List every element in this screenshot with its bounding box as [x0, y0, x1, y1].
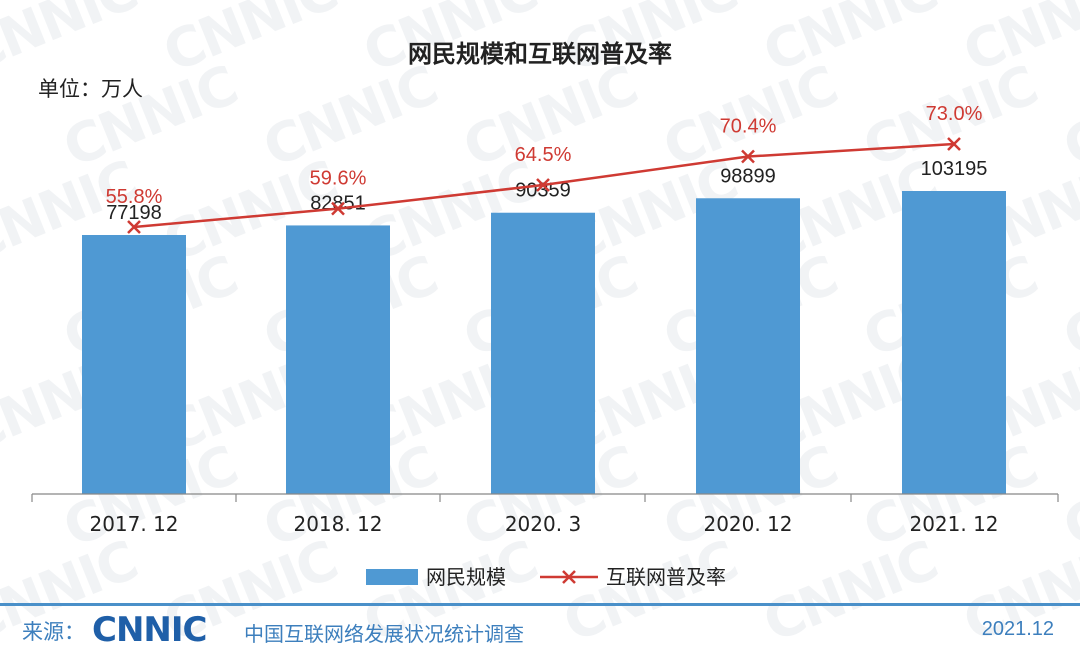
chart: 网民规模和互联网普及率 单位：万人 2017. 12 2018. 12 2020. … — [31, 40, 1059, 589]
line-value-label: 64.5% — [515, 144, 572, 166]
line-point-marker — [947, 137, 961, 151]
x-tick-label: 2020. 12 — [703, 512, 792, 536]
source-text: 中国互联网络发展状况统计调查 — [244, 622, 524, 646]
footer: 来源： CNNIC 中国互联网络发展状况统计调查 2021.12 — [0, 610, 1080, 654]
source-label: 来源： — [22, 620, 85, 644]
legend-marker-icon — [562, 570, 576, 584]
line-point-marker — [127, 220, 141, 234]
line-value-label: 73.0% — [926, 103, 983, 125]
bar — [82, 235, 186, 494]
bar — [902, 191, 1006, 494]
bars-group — [82, 191, 1006, 494]
unit-label: 单位：万人 — [38, 77, 143, 101]
bar — [696, 198, 800, 494]
bar-value-label: 77198 — [106, 202, 162, 224]
line-point-marker — [331, 201, 345, 216]
legend-swatch-bars — [366, 569, 418, 585]
bar-value-label: 90359 — [515, 180, 571, 202]
bar-value-label: 103195 — [921, 158, 988, 180]
bar — [491, 212, 595, 494]
x-tick-label: 2017. 12 — [89, 512, 178, 536]
footer-divider — [0, 603, 1080, 606]
bar — [286, 225, 390, 494]
x-ticks-group — [31, 494, 1059, 502]
cnnic-logo: CNNIC — [92, 610, 207, 650]
x-labels-group: 2017. 12 2018. 12 2020. 3 2020. 12 2021. 12 — [89, 512, 998, 536]
line-value-label: 59.6% — [310, 168, 367, 190]
line-layer: 55.8% 59.6% 64.5% 70.4% 73.0% — [106, 103, 983, 234]
legend: 网民规模 互联网普及率 — [366, 565, 726, 589]
chart-title: 网民规模和互联网普及率 — [408, 40, 672, 68]
line-point-marker — [741, 149, 755, 164]
x-tick-label: 2018. 12 — [293, 512, 382, 536]
legend-label-line: 互联网普及率 — [606, 565, 726, 589]
line-point-marker — [536, 178, 550, 192]
footer-date: 2021.12 — [981, 618, 1054, 640]
legend-label-bars: 网民规模 — [426, 565, 506, 589]
x-tick-label: 2020. 3 — [505, 512, 581, 536]
x-tick-label: 2021. 12 — [909, 512, 998, 536]
bar-value-label: 98899 — [720, 165, 776, 187]
line-value-label: 70.4% — [720, 116, 777, 138]
line-value-label: 55.8% — [106, 186, 163, 208]
